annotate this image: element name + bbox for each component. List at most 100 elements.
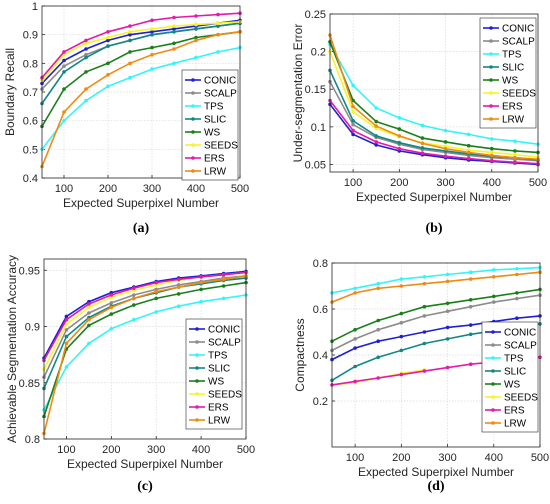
chart-panel-4: 100 200 300 400 500 0.2 0.4 0.6 0.8 Expected Supe… xyxy=(293,258,549,494)
data-point-ws xyxy=(420,136,425,140)
data-point-ers xyxy=(216,12,220,17)
legend-box xyxy=(185,318,243,430)
data-point-ws xyxy=(150,45,154,50)
legend-label-seeds: SEEDS xyxy=(504,393,538,404)
data-point-scalp xyxy=(84,52,88,57)
data-point-conic xyxy=(106,38,110,43)
data-point-ers xyxy=(84,38,88,43)
data-point-seeds xyxy=(216,21,220,26)
data-point-ws xyxy=(399,311,404,316)
chart-panel-2: 100 200 300 400 500 0.05 0.1 0.15 0.2 0.25 Expecte… xyxy=(291,9,547,236)
data-point-ws xyxy=(172,41,176,46)
data-point-scalp xyxy=(376,327,381,332)
data-point-tps xyxy=(106,84,110,89)
x-axis-label: Expected Superpixel Number xyxy=(358,465,514,479)
data-point-ers xyxy=(154,280,158,285)
x-tick-label: 300 xyxy=(147,444,165,456)
plot-frame xyxy=(329,13,539,173)
data-point-tps xyxy=(399,277,404,281)
legend-marker-ws xyxy=(191,130,195,134)
data-point-conic xyxy=(515,316,519,321)
data-point-ers xyxy=(374,140,379,144)
legend-label-lrw: LRW xyxy=(502,115,525,126)
data-point-seeds xyxy=(106,35,110,40)
data-point-seeds xyxy=(64,322,69,327)
data-point-lrw xyxy=(420,141,425,146)
legend: CONIC SCALP TPS SLIC WS SEEDS ERS LRW xyxy=(481,321,539,433)
x-tick-label: 200 xyxy=(392,452,410,464)
data-point-lrw xyxy=(492,275,496,279)
data-point-tps xyxy=(468,270,473,275)
legend-label-ws: WS xyxy=(504,380,520,391)
data-point-ers xyxy=(376,376,381,380)
data-point-slic xyxy=(374,134,379,138)
y-tick-label: 0.6 xyxy=(23,116,38,128)
legend-label-ers: ERS xyxy=(502,102,523,113)
y-axis-label: Boundary Recall xyxy=(3,48,17,136)
legend-marker-scalp xyxy=(191,91,195,95)
y-tick-label: 1 xyxy=(32,1,38,13)
data-point-slic xyxy=(351,119,355,123)
data-point-ws xyxy=(397,127,402,131)
x-tick-label: 400 xyxy=(192,444,210,456)
series-line-ers xyxy=(329,100,539,165)
legend-marker-lrw xyxy=(489,117,493,121)
series-line-scalp xyxy=(329,81,539,162)
data-point-ws xyxy=(154,296,158,301)
data-point-lrw xyxy=(199,280,203,285)
data-point-tps xyxy=(109,327,114,331)
data-point-tps xyxy=(194,55,198,60)
data-point-ers xyxy=(172,15,176,20)
data-point-conic xyxy=(64,314,69,319)
legend-label-ers: ERS xyxy=(208,403,229,414)
y-tick-label: 0.8 xyxy=(23,58,38,70)
legend-marker-seeds xyxy=(191,143,195,147)
data-point-lrw xyxy=(351,104,355,109)
data-point-scalp xyxy=(422,314,427,318)
data-point-lrw xyxy=(353,291,357,295)
data-point-ers xyxy=(194,14,198,18)
data-point-lrw xyxy=(513,155,517,160)
data-point-ers xyxy=(62,50,66,54)
data-point-seeds xyxy=(513,152,517,157)
data-point-seeds xyxy=(172,24,176,28)
legend-label-scalp: SCALP xyxy=(504,341,537,352)
legend-label-lrw: LRW xyxy=(204,167,227,178)
data-point-ws xyxy=(466,143,471,148)
legend-marker-tps xyxy=(491,356,495,360)
chart-panel-1: 100 200 300 400 500 0.4 0.5 0.6 0.7 0.8 0.9 1 Expect… xyxy=(3,1,249,236)
y-tick-label: 0.25 xyxy=(305,9,326,21)
data-point-ws xyxy=(376,318,381,323)
data-point-lrw xyxy=(422,281,427,286)
series-line-ws xyxy=(329,41,539,154)
data-point-slic xyxy=(376,355,381,360)
data-point-tps xyxy=(513,139,517,143)
data-point-scalp xyxy=(64,328,69,332)
data-point-tps xyxy=(397,116,402,120)
data-point-lrw xyxy=(515,272,519,277)
series-line-ers xyxy=(43,271,247,361)
data-point-ws xyxy=(353,327,357,332)
legend-label-conic: CONIC xyxy=(502,24,534,35)
legend-marker-conic xyxy=(195,327,199,331)
legend-label-scalp: SCALP xyxy=(502,37,535,48)
data-point-seeds xyxy=(150,27,154,31)
data-point-ws xyxy=(492,294,496,299)
data-point-tps xyxy=(351,83,355,88)
legend-label-tps: TPS xyxy=(208,351,228,362)
y-tick-label: 0.8 xyxy=(313,258,328,270)
data-point-seeds xyxy=(351,110,355,114)
plot-frame xyxy=(43,258,247,440)
series-line-lrw xyxy=(329,34,539,160)
legend-label-seeds: SEEDS xyxy=(208,390,242,401)
data-point-lrw xyxy=(87,317,91,322)
data-point-tps xyxy=(443,128,448,133)
data-point-seeds xyxy=(87,305,91,310)
data-point-ws xyxy=(199,287,203,292)
x-tick-label: 200 xyxy=(99,183,117,195)
legend-marker-conic xyxy=(191,78,195,82)
legend-marker-scalp xyxy=(195,340,199,344)
data-point-lrw xyxy=(172,47,176,51)
data-point-conic xyxy=(399,334,404,339)
data-point-lrw xyxy=(466,150,471,155)
